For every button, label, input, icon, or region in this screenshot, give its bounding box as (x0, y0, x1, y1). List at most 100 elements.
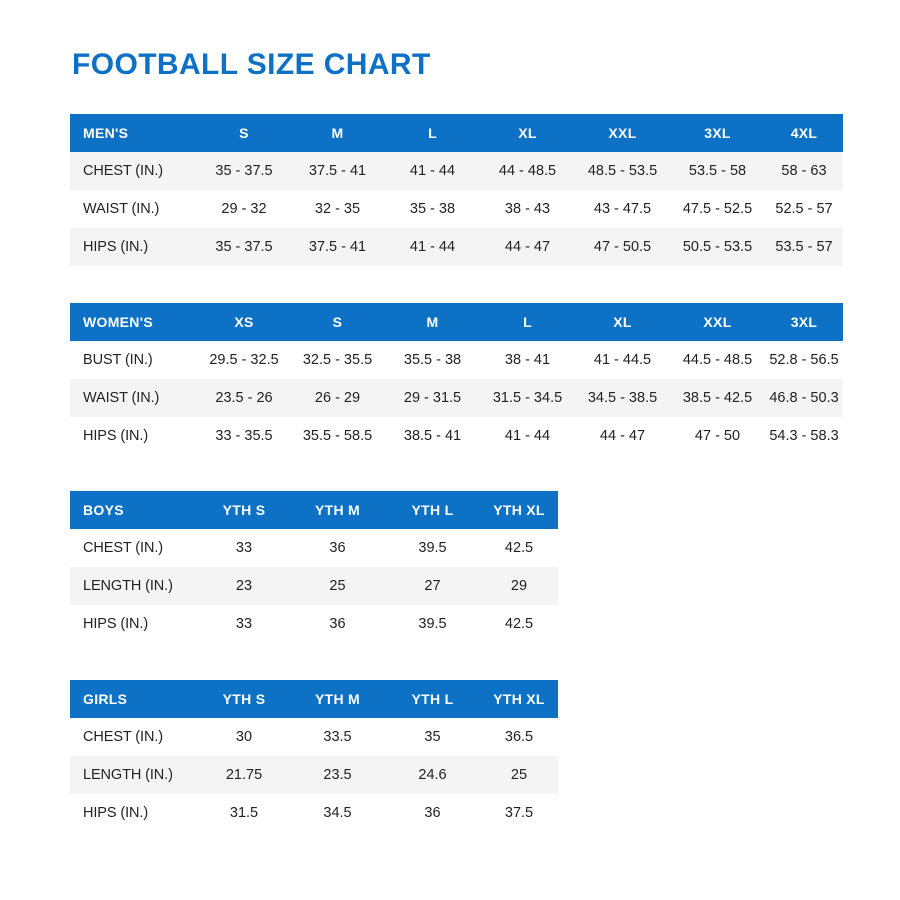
table-header-cell: YTH L (385, 680, 480, 718)
table-cell: 32.5 - 35.5 (302, 352, 373, 368)
row-label: BUST (IN.) (83, 352, 153, 368)
table-cell: 46.8 - 50.3 (769, 390, 839, 406)
boys-size-table: BOYS YTH S YTH M YTH L YTH XL CHEST (IN.… (70, 491, 558, 643)
table-header-cell: YTH L (385, 491, 480, 529)
table-row: WAIST (IN.) 23.5 - 26 26 - 29 29 - 31.5 … (70, 379, 843, 417)
table-header-cell: YTH M (290, 491, 385, 529)
table-cell: 33 (235, 540, 253, 556)
mens-table-header: MEN'S S M L XL XXL 3XL 4XL (70, 114, 843, 152)
table-cell: 33 (235, 616, 253, 632)
table-row: LENGTH (IN.) 23 25 27 29 (70, 567, 558, 605)
table-header-cell: S (290, 303, 385, 341)
table-header-cell: GIRLS (70, 680, 198, 718)
womens-size-table: WOMEN'S XS S M L XL XXL 3XL BUST (IN.) 2… (70, 303, 843, 455)
table-cell: 21.75 (225, 767, 263, 783)
table-cell: 50.5 - 53.5 (682, 239, 753, 255)
womens-table-header: WOMEN'S XS S M L XL XXL 3XL (70, 303, 843, 341)
table-cell: 37.5 (504, 805, 534, 821)
table-row: CHEST (IN.) 33 36 39.5 42.5 (70, 529, 558, 567)
row-label: CHEST (IN.) (83, 540, 163, 556)
table-cell: 23.5 - 26 (215, 390, 273, 406)
table-header-cell: YTH S (198, 491, 290, 529)
table-cell: 34.5 - 38.5 (587, 390, 658, 406)
table-header-cell: XS (198, 303, 290, 341)
table-cell: 41 - 44 (409, 163, 456, 179)
girls-table-body: CHEST (IN.) 30 33.5 35 36.5 LENGTH (IN.)… (70, 718, 558, 832)
table-cell: 47.5 - 52.5 (682, 201, 753, 217)
table-cell: 35.5 - 38 (403, 352, 462, 368)
table-header-cell: XL (575, 303, 670, 341)
table-cell: 33.5 (323, 729, 352, 745)
table-cell: 47 - 50.5 (593, 239, 652, 255)
boys-table-header: BOYS YTH S YTH M YTH L YTH XL (70, 491, 558, 529)
table-cell: 39.5 (418, 540, 447, 556)
table-cell: 34.5 (323, 805, 352, 821)
table-cell: 36 (424, 805, 441, 821)
table-header-cell: YTH M (290, 680, 385, 718)
table-header-row: GIRLS YTH S YTH M YTH L YTH XL (70, 680, 558, 718)
table-cell: 37.5 - 41 (308, 239, 367, 255)
table-cell: 44 - 48.5 (498, 163, 557, 179)
table-header-cell: YTH XL (480, 491, 558, 529)
table-cell: 35.5 - 58.5 (302, 428, 373, 444)
table-header-cell: M (385, 303, 480, 341)
table-header-cell: WOMEN'S (70, 303, 198, 341)
table-header-cell: 3XL (765, 303, 843, 341)
table-cell: 53.5 - 57 (775, 239, 833, 255)
table-cell: 33 - 35.5 (215, 428, 273, 444)
table-cell: 44 - 47 (504, 239, 551, 255)
table-header-cell: M (290, 114, 385, 152)
table-header-cell: YTH XL (480, 680, 558, 718)
table-cell: 35 (424, 729, 441, 745)
table-row: HIPS (IN.) 31.5 34.5 36 37.5 (70, 794, 558, 832)
table-header-cell: XXL (670, 303, 765, 341)
table-cell: 35 - 38 (409, 201, 456, 217)
table-header-row: MEN'S S M L XL XXL 3XL 4XL (70, 114, 843, 152)
table-header-cell: BOYS (70, 491, 198, 529)
table-header-cell: XL (480, 114, 575, 152)
girls-table-header: GIRLS YTH S YTH M YTH L YTH XL (70, 680, 558, 718)
table-cell: 24.6 (418, 767, 447, 783)
table-cell: 25 (329, 578, 346, 594)
table-row: HIPS (IN.) 33 - 35.5 35.5 - 58.5 38.5 - … (70, 417, 843, 455)
table-header-row: WOMEN'S XS S M L XL XXL 3XL (70, 303, 843, 341)
row-label: HIPS (IN.) (83, 805, 149, 821)
table-cell: 35 - 37.5 (215, 239, 273, 255)
table-cell: 38.5 - 41 (403, 428, 462, 444)
table-cell: 41 - 44.5 (593, 352, 652, 368)
table-cell: 32 - 35 (314, 201, 361, 217)
table-row: LENGTH (IN.) 21.75 23.5 24.6 25 (70, 756, 558, 794)
row-label: WAIST (IN.) (83, 201, 160, 217)
table-row: CHEST (IN.) 30 33.5 35 36.5 (70, 718, 558, 756)
womens-table-body: BUST (IN.) 29.5 - 32.5 32.5 - 35.5 35.5 … (70, 341, 843, 455)
table-cell: 58 - 63 (781, 163, 827, 179)
table-header-cell: L (480, 303, 575, 341)
table-cell: 47 - 50 (694, 428, 741, 444)
table-cell: 29.5 - 32.5 (209, 352, 279, 368)
table-cell: 43 - 47.5 (593, 201, 652, 217)
table-cell: 36.5 (504, 729, 534, 745)
table-header-row: BOYS YTH S YTH M YTH L YTH XL (70, 491, 558, 529)
table-cell: 25 (510, 767, 528, 783)
table-cell: 38 - 43 (504, 201, 551, 217)
table-cell: 31.5 (229, 805, 259, 821)
page-title: FOOTBALL SIZE CHART (72, 48, 431, 81)
table-cell: 44.5 - 48.5 (682, 352, 753, 368)
mens-size-table: MEN'S S M L XL XXL 3XL 4XL CHEST (IN.) 3… (70, 114, 843, 266)
table-cell: 44 - 47 (599, 428, 646, 444)
row-label: HIPS (IN.) (83, 428, 149, 444)
mens-table-body: CHEST (IN.) 35 - 37.5 37.5 - 41 41 - 44 … (70, 152, 843, 266)
boys-table-body: CHEST (IN.) 33 36 39.5 42.5 LENGTH (IN.)… (70, 529, 558, 643)
table-cell: 52.5 - 57 (775, 201, 833, 217)
table-header-cell: S (198, 114, 290, 152)
table-cell: 35 - 37.5 (215, 163, 273, 179)
table-cell: 23 (235, 578, 253, 594)
row-label: LENGTH (IN.) (83, 767, 173, 783)
table-cell: 39.5 (418, 616, 447, 632)
table-cell: 30 (235, 729, 253, 745)
table-cell: 27 (424, 578, 441, 594)
row-label: CHEST (IN.) (83, 729, 163, 745)
table-cell: 41 - 44 (409, 239, 456, 255)
table-cell: 26 - 29 (314, 390, 361, 406)
